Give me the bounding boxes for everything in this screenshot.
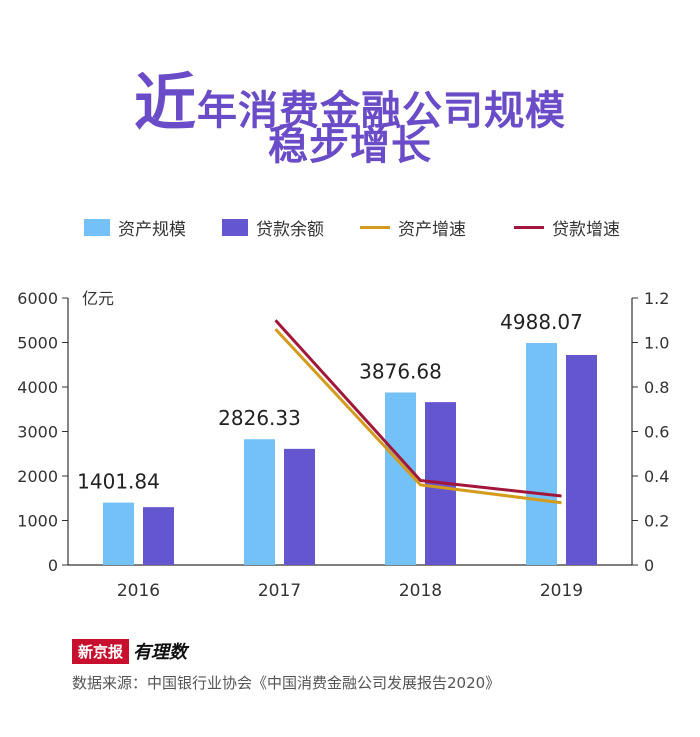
bar — [526, 343, 557, 565]
y-right-tick-label: 0.2 — [644, 512, 669, 531]
y-left-tick-label: 2000 — [17, 467, 58, 486]
chart-title-line-1: 近年消费金融公司规模 — [0, 52, 700, 142]
y-left-tick-label: 4000 — [17, 378, 58, 397]
combo-chart: 0 1000 2000 3000 4000 5000 6000 亿元 0 0.2 0.4 0.6 0.8… — [17, 289, 669, 601]
legend-item-asset-scale: 资产规模 — [84, 212, 186, 242]
x-tick-label: 2016 — [117, 581, 160, 601]
legend-label: 资产增速 — [398, 219, 466, 240]
y-left-tick-label: 3000 — [17, 423, 58, 442]
logo-box: 新京报 — [72, 638, 130, 664]
title-line-1-rest: 年消费金融公司规模 — [197, 88, 566, 134]
data-label: 2826.33 — [218, 406, 301, 430]
legend-label: 贷款余额 — [256, 219, 324, 240]
legend-swatch-asset-growth — [360, 225, 390, 229]
y-right-tick-label: 0.4 — [644, 467, 669, 486]
bar — [284, 448, 315, 565]
legend-label: 贷款增速 — [552, 219, 620, 240]
bar — [244, 439, 275, 565]
series-line — [274, 319, 562, 498]
y-left-tick-label: 6000 — [17, 289, 58, 308]
series-line — [274, 328, 562, 505]
chart-title-line-2: 稳步增长 — [268, 123, 432, 169]
legend-label: 资产规模 — [118, 219, 186, 240]
legend-swatch-asset-scale — [84, 218, 110, 236]
bar — [103, 502, 134, 565]
x-tick-label: 2018 — [399, 581, 442, 601]
y-right-tick-label: 0.8 — [644, 378, 669, 397]
legend: 资产规模 贷款余额 资产增速 贷款增速 — [0, 212, 700, 242]
logo-script: 有理数 — [133, 642, 188, 663]
source-note: 数据来源：中国银行业协会《中国消费金融公司发展报告2020》 — [72, 674, 501, 692]
y-right-tick-label: 0 — [644, 556, 654, 575]
legend-swatch-loan-growth — [514, 225, 544, 229]
y-left-unit-label: 亿元 — [82, 289, 114, 308]
legend-item-loan-balance: 贷款余额 — [222, 212, 324, 242]
y-left-tick-label: 0 — [48, 556, 58, 575]
title-first-char: 近 — [133, 66, 197, 139]
legend-item-loan-growth: 贷款增速 — [514, 212, 620, 242]
y-left-tick-label: 1000 — [17, 512, 58, 531]
brand-logo: 新京报 有理数 — [72, 638, 187, 664]
data-label: 3876.68 — [359, 359, 442, 383]
legend-item-asset-growth: 资产增速 — [360, 212, 466, 242]
legend-swatch-loan-balance — [222, 218, 248, 236]
x-tick-label: 2019 — [540, 581, 583, 601]
bar — [566, 354, 597, 565]
data-label: 1401.84 — [77, 470, 160, 494]
y-right-tick-label: 0.6 — [644, 423, 669, 442]
data-label: 4988.07 — [500, 310, 583, 334]
y-right-tick-label: 1.2 — [644, 289, 669, 308]
y-left-tick-label: 5000 — [17, 334, 58, 353]
bar — [143, 507, 174, 565]
x-tick-label: 2017 — [258, 581, 301, 601]
bar — [385, 392, 416, 565]
y-right-tick-label: 1.0 — [644, 334, 669, 353]
